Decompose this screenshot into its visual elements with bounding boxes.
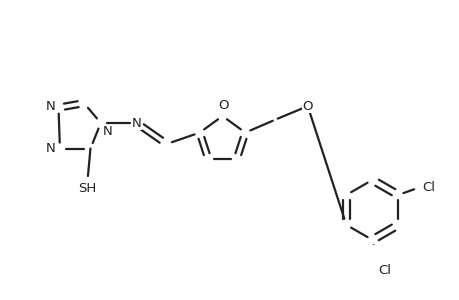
Text: O: O bbox=[218, 99, 228, 112]
Text: SH: SH bbox=[78, 182, 96, 195]
Text: N: N bbox=[102, 125, 112, 138]
Text: O: O bbox=[302, 100, 312, 112]
Text: N: N bbox=[46, 142, 56, 155]
Text: N: N bbox=[45, 100, 56, 113]
Text: Cl: Cl bbox=[377, 264, 391, 277]
Text: Cl: Cl bbox=[421, 181, 434, 194]
Text: N: N bbox=[132, 116, 141, 130]
